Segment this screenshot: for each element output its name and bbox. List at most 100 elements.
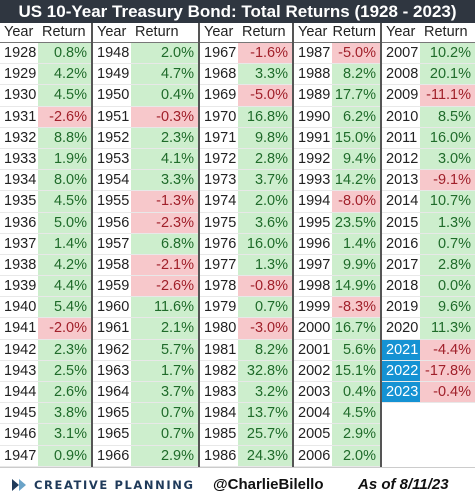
return-cell: 25.7% [238,424,292,445]
return-cell: -0.4% [420,382,475,403]
year-cell: 1949 [97,66,130,83]
table-row: 2008 20.1% [382,64,475,86]
table-row: 2020 11.3% [382,318,475,340]
table-row: 1946 3.1% [0,424,91,446]
return-cell: 0.9% [38,445,91,466]
return-cell: 5.6% [332,339,380,360]
year-cell: 1987 [298,45,331,61]
return-cell: -8.3% [332,297,380,318]
year-cell: 1956 [97,214,130,231]
table-row: 2012 3.0% [382,148,475,171]
return-cell: 2.9% [332,424,380,445]
return-cell: -0.8% [238,276,292,297]
return-cell: 6.8% [131,233,198,254]
year-cell: 2016 [386,235,419,252]
return-cell: 8.0% [38,170,91,191]
year-cell: 1961 [97,320,130,337]
return-cell: 13.7% [238,403,292,424]
table-row: 1950 0.4% [93,85,198,107]
table-row: 1936 5.0% [0,212,91,234]
year-cell: 2017 [386,256,419,273]
table-row: 1998 14.9% [294,276,380,298]
year-cell: 1955 [97,193,130,210]
table-row: 1930 4.5% [0,85,91,107]
year-cell: 1999 [298,299,331,316]
return-cell: 10.2% [420,43,475,64]
return-cell: 3.0% [420,148,475,170]
year-cell: 2015 [386,214,419,231]
return-cell: 4.5% [38,191,91,212]
logo-text: CREATIVE PLANNING [34,478,195,492]
return-cell: 1.4% [38,233,91,254]
return-cell: 5.4% [38,297,91,318]
year-cell: 1993 [298,172,331,189]
year-cell: 1968 [204,66,237,83]
year-cell: 2020 [386,320,419,337]
table-row: 2022 -17.8% [382,360,475,382]
return-cell: 3.8% [38,403,91,424]
return-cell: 2.9% [131,445,198,466]
year-cell: 1945 [4,405,37,422]
year-cell: 1929 [4,66,37,83]
table-row: 1983 3.2% [200,382,292,404]
as-of-date: As of 8/11/23 [358,476,449,493]
table-row: 1990 6.2% [294,106,380,128]
year-cell: 1958 [97,256,130,273]
year-cell: 1981 [204,341,237,358]
return-cell: 9.6% [420,297,475,318]
year-cell: 1991 [298,129,331,146]
table-row: 2006 2.0% [294,445,380,467]
table-row: 1995 23.5% [294,212,380,234]
table-row: 1953 4.1% [93,148,198,171]
returns-table: Year Return 1928 0.8% 1929 4.2% 1930 4.5% 1931 -2… [0,23,475,467]
year-cell: 1954 [97,172,130,189]
table-row: 2011 16.0% [382,127,475,149]
return-cell: 3.1% [38,424,91,445]
year-header: Year [204,24,234,40]
year-cell: 2021 [382,339,420,360]
table-row: 2002 15.1% [294,360,380,382]
year-cell: 2001 [298,341,331,358]
table-row: 2018 0.0% [382,276,475,298]
table-row: 1966 2.9% [93,445,198,467]
table-row: 1980 -3.0% [200,318,292,340]
year-cell: 2012 [386,150,419,167]
table-row: 2014 10.7% [382,191,475,213]
year-cell: 1990 [298,108,331,125]
return-cell: -2.0% [38,318,91,339]
year-cell: 1944 [4,384,37,400]
year-header: Year [4,24,34,40]
year-cell: 1948 [97,45,130,61]
year-cell: 2010 [386,108,419,125]
table-row: 1955 -1.3% [93,191,198,213]
table-row: 1986 24.3% [200,445,292,467]
return-cell: 1.4% [332,233,380,254]
table-row: 1984 13.7% [200,403,292,425]
return-cell: 16.8% [238,106,292,127]
table-row: 1973 3.7% [200,170,292,192]
return-cell: 8.5% [420,106,475,127]
return-cell: -1.6% [238,43,292,64]
year-cell: 1983 [204,384,237,400]
return-cell: -2.6% [38,106,91,127]
table-row: 1977 1.3% [200,254,292,277]
table-row: 2015 1.3% [382,212,475,234]
year-cell: 1966 [97,447,130,464]
return-cell: 2.8% [238,148,292,170]
table-row: 1963 1.7% [93,360,198,382]
return-cell: -0.3% [131,106,198,127]
table-row: 1943 2.5% [0,360,91,382]
year-cell: 1939 [4,278,37,295]
table-row: 1942 2.3% [0,339,91,361]
return-header: Return [332,24,376,40]
return-cell: 0.4% [332,382,380,403]
table-row: 1957 6.8% [93,233,198,255]
return-cell: 6.2% [332,106,380,127]
year-cell: 1930 [4,87,37,104]
return-header: Return [424,24,468,40]
table-row: 1931 -2.6% [0,106,91,128]
year-cell: 1976 [204,235,237,252]
table-row: 1992 9.4% [294,148,380,171]
year-cell: 2000 [298,320,331,337]
table-row: 1989 17.7% [294,85,380,107]
